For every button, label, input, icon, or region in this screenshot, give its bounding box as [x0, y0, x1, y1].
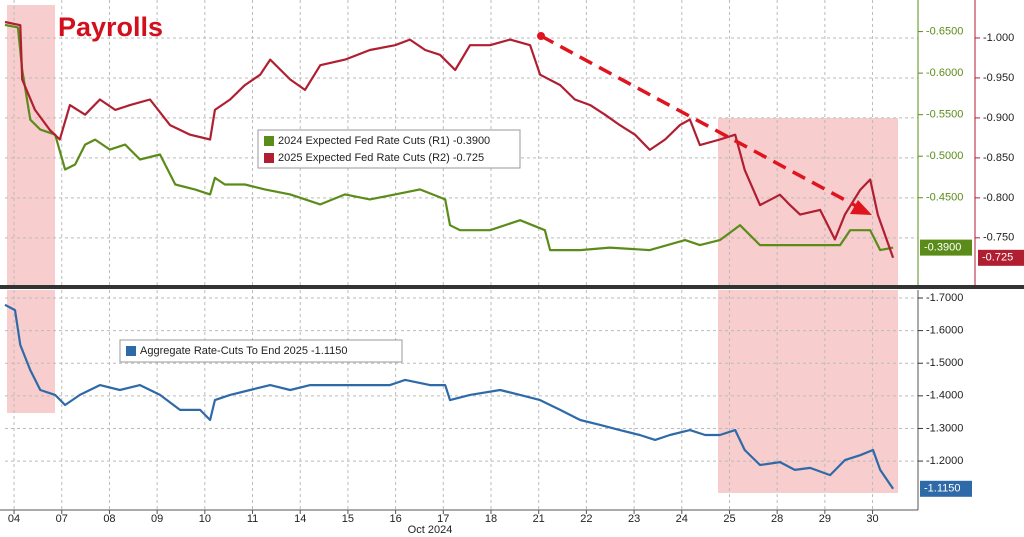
y-tick-label: -0.5000 [926, 150, 963, 162]
panel-divider [0, 285, 1024, 289]
x-tick-label: 11 [247, 513, 258, 525]
y-tick-label: -0.5500 [926, 109, 963, 121]
arrow-shaft [540, 34, 859, 209]
x-tick-label: 29 [819, 513, 831, 525]
highlight-regions [7, 5, 898, 493]
end-label-box [920, 480, 972, 497]
y-tick-label: -1.6000 [926, 325, 963, 337]
highlight [7, 5, 55, 285]
x-tick-label: 17 [437, 513, 449, 525]
legend-box [119, 339, 403, 363]
end-label: -0.725 [982, 252, 1013, 264]
end-label: -0.3900 [924, 242, 961, 254]
x-tick-label: 23 [628, 513, 640, 525]
y2-tick-label: -0.950 [983, 72, 1014, 84]
y-tick-label: -1.4000 [926, 390, 963, 402]
x-tick-label: 21 [533, 513, 545, 525]
x-tick-label: 14 [294, 513, 306, 525]
x-axis-label: Oct 2024 [408, 524, 453, 536]
y-tick-label: -0.6500 [926, 25, 963, 37]
x-tick-label: 16 [389, 513, 401, 525]
legend-label: 2025 Expected Fed Rate Cuts (R2) -0.725 [278, 152, 484, 164]
series-line [4, 20, 895, 259]
y-tick-label: -1.5000 [926, 357, 963, 369]
series-line [4, 303, 895, 490]
arrow-start [537, 32, 545, 40]
highlight [718, 290, 898, 493]
legend-swatch [126, 346, 136, 356]
y-tick-label: -1.3000 [926, 422, 963, 434]
x-tick-label: 28 [771, 513, 783, 525]
x-tick-label: 25 [723, 513, 735, 525]
y-tick-label: -1.7000 [926, 292, 963, 304]
y2-tick-label: -0.800 [983, 192, 1014, 204]
x-tick-label: 10 [199, 513, 211, 525]
y-tick-label: -0.4500 [926, 192, 963, 204]
end-label-box [978, 249, 1024, 266]
x-tick-label: 15 [342, 513, 354, 525]
arrow-head [850, 200, 872, 215]
x-tick-label: 07 [56, 513, 68, 525]
legend-swatch [264, 153, 274, 163]
chart-title: Payrolls [58, 12, 163, 42]
legend-box [257, 129, 521, 169]
end-label: -1.1150 [924, 483, 961, 495]
axes: -0.6500 -0.6000 -0.5500 -0.5000 -0.4500 -1.00… [8, 25, 1024, 525]
legend-swatch [264, 136, 274, 146]
x-tick-label: 24 [676, 513, 688, 525]
y2-tick-label: -0.850 [983, 152, 1014, 164]
lines [4, 20, 895, 490]
y2-tick-label: -0.900 [983, 112, 1014, 124]
legend-label: 2024 Expected Fed Rate Cuts (R1) -0.3900 [278, 135, 490, 147]
x-tick-label: 22 [580, 513, 592, 525]
y-tick-label: -1.2000 [926, 455, 963, 467]
trend-arrow [537, 32, 872, 215]
x-tick-label: 08 [103, 513, 115, 525]
x-tick-label: 09 [151, 513, 163, 525]
y2-tick-label: -0.750 [983, 232, 1014, 244]
highlight [718, 118, 898, 285]
y2-tick-label: -1.000 [983, 32, 1014, 44]
x-tick-label: 04 [8, 513, 20, 525]
x-tick-label: 30 [866, 513, 878, 525]
end-label-box [920, 239, 972, 256]
series-line [4, 23, 894, 252]
legend-label: Aggregate Rate-Cuts To End 2025 -1.1150 [140, 345, 348, 357]
x-tick-label: 18 [485, 513, 497, 525]
y-tick-label: -0.6000 [926, 67, 963, 79]
